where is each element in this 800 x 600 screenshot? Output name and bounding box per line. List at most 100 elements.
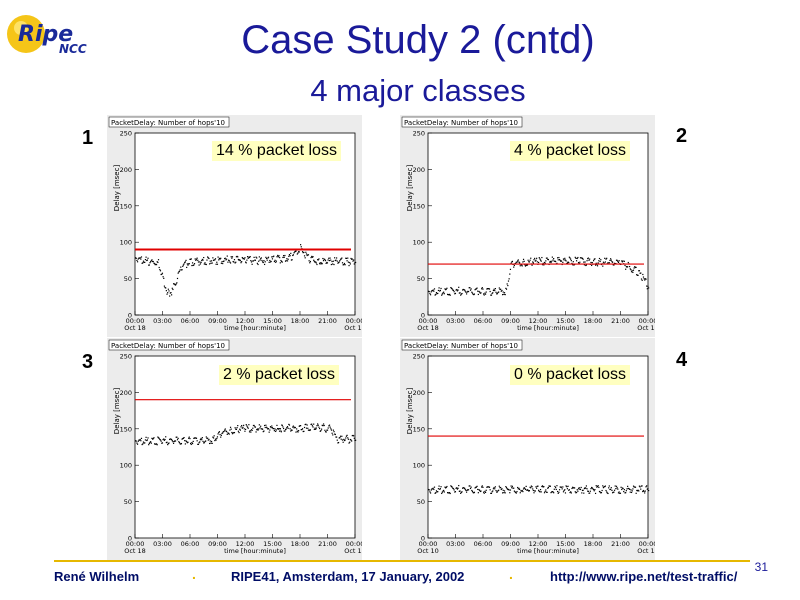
data-point <box>468 287 470 289</box>
data-point <box>553 257 555 260</box>
data-point <box>598 490 601 493</box>
data-point <box>524 264 526 266</box>
data-point <box>220 262 222 264</box>
data-point <box>526 489 529 491</box>
data-point <box>458 484 460 487</box>
data-point <box>221 261 223 263</box>
data-point <box>527 489 529 491</box>
data-point <box>447 294 449 296</box>
data-point <box>460 293 462 295</box>
data-point <box>321 424 323 426</box>
data-point <box>277 254 279 257</box>
data-point <box>210 440 213 443</box>
data-point <box>594 492 597 495</box>
data-point <box>454 491 456 493</box>
data-point <box>201 437 203 439</box>
data-point <box>337 262 340 264</box>
data-point <box>180 442 183 445</box>
data-point <box>186 441 188 443</box>
data-point <box>193 437 196 439</box>
data-point <box>507 488 510 491</box>
x-end-date: Oct 19 <box>637 547 655 555</box>
data-point <box>430 489 432 491</box>
data-point <box>318 427 321 430</box>
data-point <box>159 439 162 441</box>
data-point <box>431 290 433 292</box>
data-point <box>489 489 491 491</box>
data-point <box>625 492 627 494</box>
x-axis-label: time [hour:minute] <box>517 547 579 555</box>
data-point <box>305 251 307 253</box>
data-point <box>486 486 489 488</box>
data-point <box>583 492 585 494</box>
data-point <box>435 492 437 494</box>
data-point <box>326 262 329 264</box>
data-point <box>615 488 617 490</box>
data-point <box>472 293 474 295</box>
data-point <box>604 257 606 259</box>
data-point <box>443 491 445 493</box>
data-point <box>320 263 322 265</box>
data-point <box>152 260 154 263</box>
data-point <box>352 434 354 437</box>
data-point <box>473 293 476 295</box>
data-point <box>246 259 248 261</box>
data-point <box>161 442 164 444</box>
data-point <box>316 425 318 427</box>
data-point <box>580 257 582 259</box>
data-point <box>596 265 599 267</box>
data-point <box>227 261 229 263</box>
data-point <box>165 287 167 289</box>
data-point <box>260 258 262 260</box>
data-point <box>541 485 543 488</box>
data-point <box>636 489 638 492</box>
data-point <box>467 489 470 491</box>
data-point <box>638 270 641 272</box>
data-point <box>630 271 633 273</box>
data-point <box>446 287 448 289</box>
data-point <box>428 291 430 293</box>
data-point <box>445 288 447 290</box>
data-point <box>444 288 446 290</box>
data-point <box>474 487 476 489</box>
data-point <box>191 441 193 444</box>
data-point <box>642 490 644 493</box>
data-point <box>294 427 296 429</box>
data-point <box>334 257 336 259</box>
data-point <box>214 439 216 442</box>
data-point <box>214 438 217 440</box>
data-point <box>617 492 620 494</box>
data-point <box>448 492 451 494</box>
data-point <box>320 428 323 430</box>
data-point <box>155 443 158 445</box>
data-point <box>149 262 151 264</box>
logo-text-sub: NCC <box>59 42 87 56</box>
y-axis-label: Delay [msec] <box>113 388 121 435</box>
data-point <box>641 279 643 281</box>
data-point <box>636 274 638 276</box>
data-point <box>547 486 550 489</box>
data-point <box>225 430 227 432</box>
data-point <box>581 257 583 259</box>
data-point <box>442 490 444 492</box>
data-point <box>511 261 513 263</box>
data-point <box>258 260 260 262</box>
data-point <box>291 259 293 261</box>
data-point <box>162 438 164 441</box>
data-point <box>202 259 204 261</box>
data-point <box>165 441 167 444</box>
data-point <box>322 425 324 427</box>
data-point <box>621 488 623 491</box>
data-point <box>518 261 520 263</box>
data-point <box>219 433 221 436</box>
data-point <box>513 266 515 268</box>
y-tick-label: 150 <box>120 425 132 433</box>
data-point <box>456 290 459 292</box>
data-point <box>334 433 336 435</box>
data-point <box>226 255 228 257</box>
data-point <box>551 491 553 493</box>
page-number: 31 <box>754 560 768 574</box>
data-point <box>275 429 277 431</box>
data-point <box>275 260 277 262</box>
data-point <box>224 429 226 431</box>
